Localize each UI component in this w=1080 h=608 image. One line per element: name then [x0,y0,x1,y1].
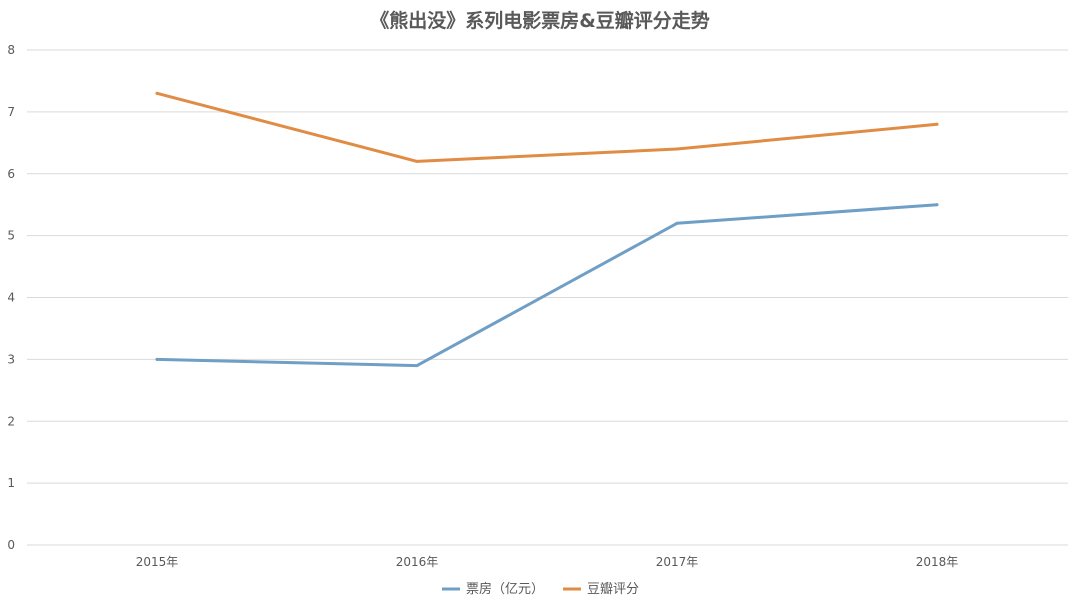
y-tick-label: 4 [7,291,15,305]
x-axis-ticks: 2015年 2016年 2017年 2018年 [136,555,959,569]
data-point [675,147,679,151]
y-tick-label: 2 [7,414,15,428]
y-tick-label: 6 [7,167,15,181]
x-tick-label: 2016年 [396,555,439,569]
legend: 票房（亿元） 豆瓣评分 [442,581,639,597]
data-point [155,357,159,361]
data-point [675,221,679,225]
y-tick-label: 0 [7,538,15,552]
y-tick-label: 1 [7,476,15,490]
data-point [155,91,159,95]
y-tick-label: 8 [7,43,15,57]
data-point [415,364,419,368]
legend-item-2: 豆瓣评分 [563,582,639,597]
y-tick-label: 5 [7,229,15,243]
y-axis-ticks: 0 1 2 3 4 5 6 7 8 [7,43,15,552]
data-point [415,159,419,163]
x-tick-label: 2015年 [136,555,179,569]
series-line-2 [155,91,939,163]
y-tick-label: 3 [7,352,15,366]
data-point [935,122,939,126]
y-tick-label: 7 [7,105,15,119]
legend-label: 票房（亿元） [466,581,544,597]
x-tick-label: 2018年 [916,555,959,569]
series-lines [155,91,939,368]
legend-label: 豆瓣评分 [587,582,639,597]
legend-item-1: 票房（亿元） [442,581,544,597]
gridlines [27,49,1068,546]
chart-title: 《熊出没》系列电影票房&豆瓣评分走势 [370,9,710,32]
series-line-1 [155,203,939,368]
x-tick-label: 2017年 [656,555,699,569]
data-point [935,203,939,207]
